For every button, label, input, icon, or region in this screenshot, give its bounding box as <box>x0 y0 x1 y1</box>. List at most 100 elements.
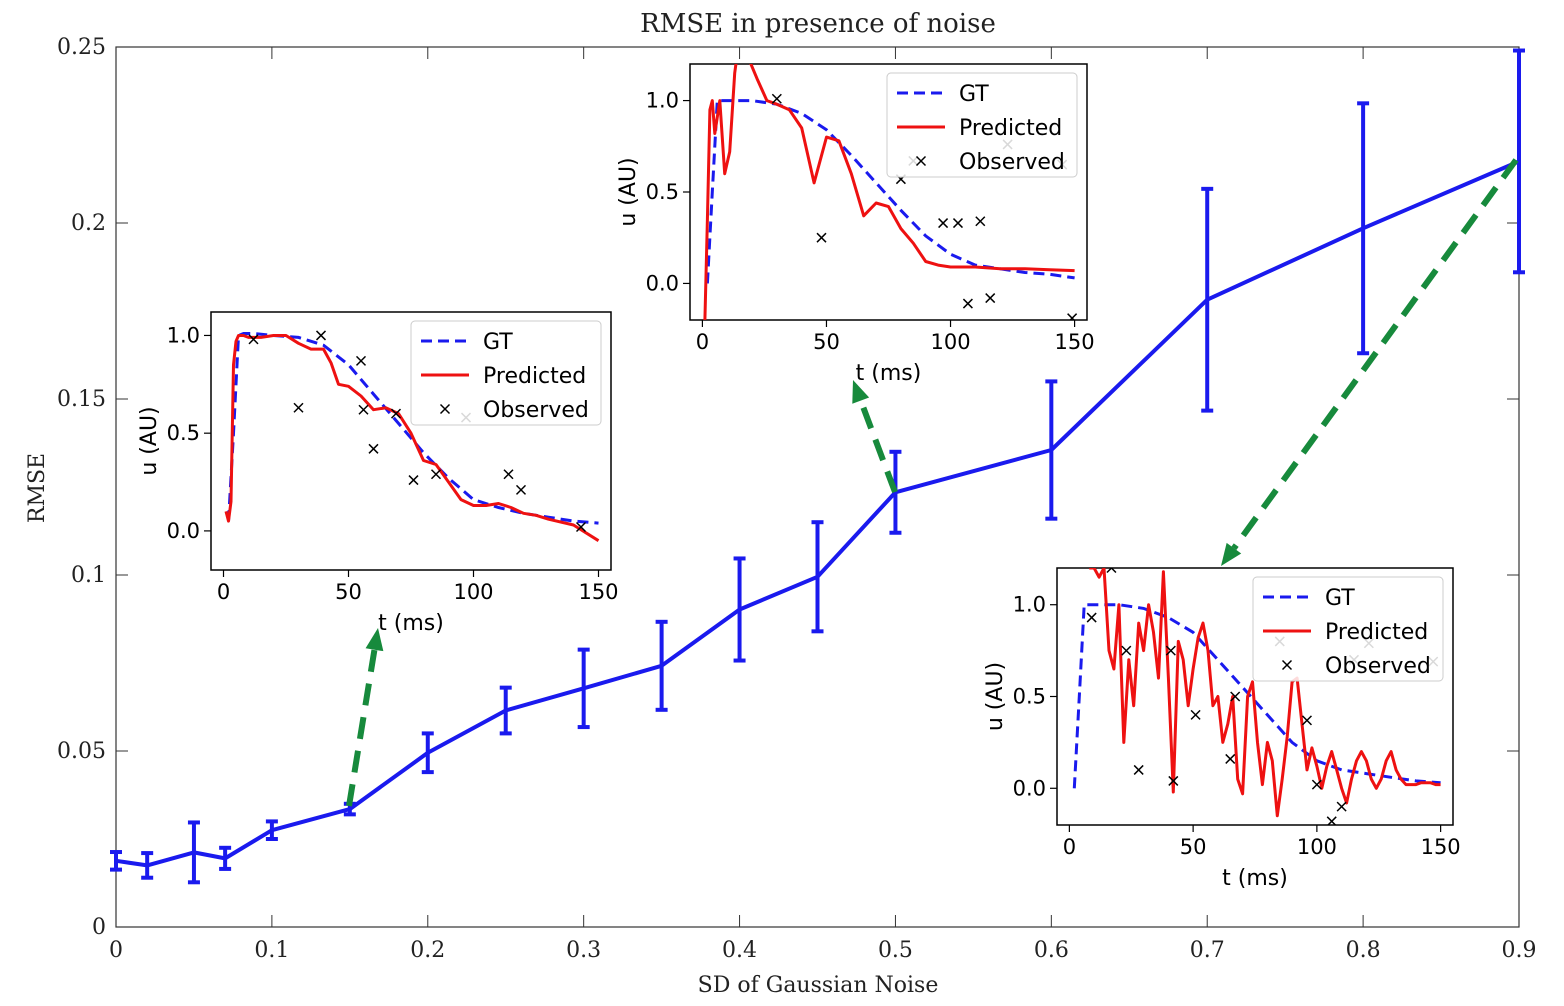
observed-marker-stroke-b <box>1106 568 1113 574</box>
legend-label: GT <box>483 330 513 355</box>
observed-marker-stroke-b <box>1336 801 1347 812</box>
observed-marker <box>430 469 442 480</box>
observed-marker-stroke-b <box>408 475 419 486</box>
observed-marker-stroke-b <box>430 469 442 480</box>
observed-marker-stroke-b <box>1121 645 1132 656</box>
inset-x-tick-label: 0 <box>217 580 230 604</box>
observed-marker <box>771 93 782 104</box>
observed-marker-stroke-b <box>1168 775 1179 786</box>
inset-x-tick-label: 50 <box>1180 835 1207 859</box>
observed-marker-stroke-b <box>975 216 986 227</box>
observed-marker <box>1165 645 1176 656</box>
predicted-line <box>1089 568 1441 818</box>
observed-marker-stroke-b <box>1165 645 1176 656</box>
inset-high-noise: 0 50 100 150 0.0 0.5 1.0 t (ms) u (AU) GT Predicte… <box>983 567 1461 891</box>
plot-frame <box>115 46 1520 928</box>
observed-marker <box>293 402 304 413</box>
observed-marker-stroke-b <box>1311 779 1322 790</box>
observed-marker-stroke-b <box>1190 709 1201 720</box>
legend-observed-swatch-b <box>1281 659 1293 671</box>
inset-y-tick-label: 1.0 <box>1013 593 1046 617</box>
y-tick-label: 0.15 <box>57 387 106 412</box>
legend-label: Predicted <box>1325 620 1428 645</box>
observed-marker <box>985 293 996 304</box>
main-series <box>110 48 1525 885</box>
inset-x-tick-label: 0 <box>696 330 709 354</box>
main-axes: 0 0.1 0.2 0.3 0.4 0.5 0.6 0.7 0.8 0.9 0 0.05 0.1 0.15… <box>57 35 1536 963</box>
x-tick-label: 0.9 <box>1502 938 1537 963</box>
inset-legend: GT Predicted Observed <box>886 72 1078 178</box>
observed-marker-stroke-b <box>368 443 379 454</box>
legend-label: GT <box>959 82 989 107</box>
legend-label: Observed <box>483 398 589 423</box>
observed-marker <box>1311 779 1322 790</box>
observed-marker <box>1225 753 1236 764</box>
observed-marker <box>358 404 369 415</box>
observed-marker <box>408 475 419 486</box>
x-axis-label: SD of Gaussian Noise <box>698 973 939 998</box>
observed-marker-stroke-b <box>771 93 782 104</box>
inset-y-tick-label: 0.5 <box>1013 685 1046 709</box>
y-axis-label: RMSE <box>25 453 50 523</box>
observed-marker-stroke-b <box>515 484 527 495</box>
inset-x-tick-label: 150 <box>1055 330 1095 354</box>
inset-y-label: u (AU) <box>983 662 1008 731</box>
observed-marker <box>1086 612 1097 623</box>
observed-marker <box>952 218 964 229</box>
x-tick-label: 0.7 <box>1190 938 1225 963</box>
observed-marker-stroke-b <box>1069 313 1078 320</box>
arrow-low-noise-head <box>365 628 384 652</box>
inset-x-label: t (ms) <box>1222 866 1288 891</box>
inset-x-tick-label: 100 <box>453 580 493 604</box>
observed-marker-stroke-b <box>293 402 304 413</box>
inset-x-tick-label: 100 <box>930 330 970 354</box>
inset-x-label: t (ms) <box>378 611 444 636</box>
observed-marker-stroke-b <box>315 330 327 341</box>
observed-marker <box>1168 775 1179 786</box>
observed-marker-stroke-b <box>1133 764 1144 775</box>
observed-marker <box>248 334 259 345</box>
observed-marker-stroke-b <box>248 334 259 345</box>
y-tick-label: 0 <box>92 915 106 940</box>
observed-marker <box>1301 715 1313 726</box>
observed-marker <box>962 298 973 309</box>
observed-marker-stroke-b <box>952 218 964 229</box>
observed-marker-stroke-b <box>390 408 402 419</box>
observed-marker-stroke-b <box>1225 753 1236 764</box>
arrow-medium-noise-shaft <box>857 399 898 494</box>
chart-title: RMSE in presence of noise <box>640 9 996 39</box>
observed-marker-stroke-b <box>816 232 827 243</box>
observed-marker-stroke-b <box>355 355 367 366</box>
x-tick-label: 0.2 <box>410 938 445 963</box>
observed-marker-stroke-b <box>503 469 514 480</box>
legend-observed-swatch-b <box>915 155 927 167</box>
observed-marker <box>1326 816 1337 825</box>
gt-line <box>1072 603 1441 789</box>
observed-marker-stroke-b <box>358 404 369 415</box>
legend-box <box>410 320 602 426</box>
legend-label: Predicted <box>959 116 1062 141</box>
insets: 0 50 100 150 0.0 0.5 1.0 t (ms) u (AU) GT Predicte… <box>137 63 1461 891</box>
observed-marker-stroke-b <box>1301 715 1313 726</box>
x-tick-label: 0.4 <box>722 938 757 963</box>
inset-legend: GT Predicted Observed <box>1252 576 1444 682</box>
observed-marker <box>355 355 367 366</box>
observed-marker <box>503 469 514 480</box>
inset-low-noise: 0 50 100 150 0.0 0.5 1.0 t (ms) u (AU) GT Predicte… <box>137 311 619 636</box>
observed-marker-stroke-a <box>1110 568 1117 574</box>
observed-marker <box>1190 709 1201 720</box>
inset-y-tick-label: 1.0 <box>646 89 679 113</box>
observed-marker-stroke-b <box>938 218 949 229</box>
legend-box <box>886 72 1078 178</box>
arrow-low-noise-shaft <box>346 649 378 807</box>
annotation-arrows <box>346 158 1519 807</box>
legend-label: Predicted <box>483 364 586 389</box>
observed-marker <box>1230 691 1241 702</box>
x-tick-label: 0.6 <box>1034 938 1069 963</box>
arrow-high-noise-head <box>1221 542 1242 566</box>
y-tick-label: 0.05 <box>57 739 106 764</box>
arrow-high-noise-shaft <box>1231 158 1519 550</box>
legend-observed-swatch-b <box>439 403 451 415</box>
x-tick-label: 0.5 <box>878 938 913 963</box>
x-tick-label: 0 <box>109 938 123 963</box>
